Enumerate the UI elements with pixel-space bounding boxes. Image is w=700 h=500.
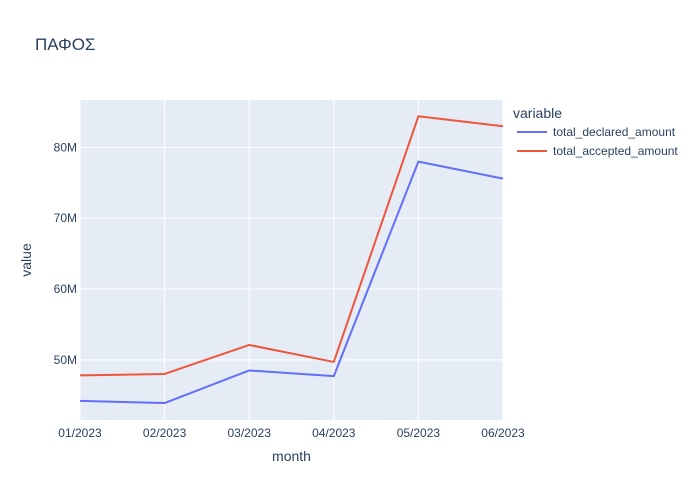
legend-title: variable <box>513 105 562 121</box>
y-tick-label: 50M <box>54 353 77 367</box>
legend-item-label: total_accepted_amount <box>553 144 678 158</box>
series-line-total-accepted-amount <box>79 115 504 377</box>
chart-title: ΠΑΦΟΣ <box>35 35 95 54</box>
plot-area <box>80 100 503 420</box>
y-tick-label: 70M <box>54 211 77 225</box>
y-axis-title: value <box>18 243 34 277</box>
y-tick-label: 60M <box>54 282 77 296</box>
x-tick-label: 05/2023 <box>397 426 441 440</box>
x-axis-ticks: 01/2023 02/2023 03/2023 04/2023 05/2023 06/20… <box>58 426 525 440</box>
y-axis-ticks: 50M 60M 70M 80M <box>54 140 77 366</box>
series-lines <box>79 115 504 405</box>
x-tick-label: 04/2023 <box>312 426 356 440</box>
series-line-total-declared-amount <box>79 160 504 405</box>
legend: variable total_declared_amount total_acce… <box>513 105 678 158</box>
x-tick-label: 01/2023 <box>58 426 102 440</box>
x-tick-label: 03/2023 <box>228 426 272 440</box>
x-tick-label: 02/2023 <box>143 426 187 440</box>
x-tick-label: 06/2023 <box>481 426 525 440</box>
gridlines <box>79 100 504 420</box>
y-tick-label: 80M <box>54 140 77 154</box>
x-axis-title: month <box>272 448 311 464</box>
legend-item-label: total_declared_amount <box>553 125 676 139</box>
